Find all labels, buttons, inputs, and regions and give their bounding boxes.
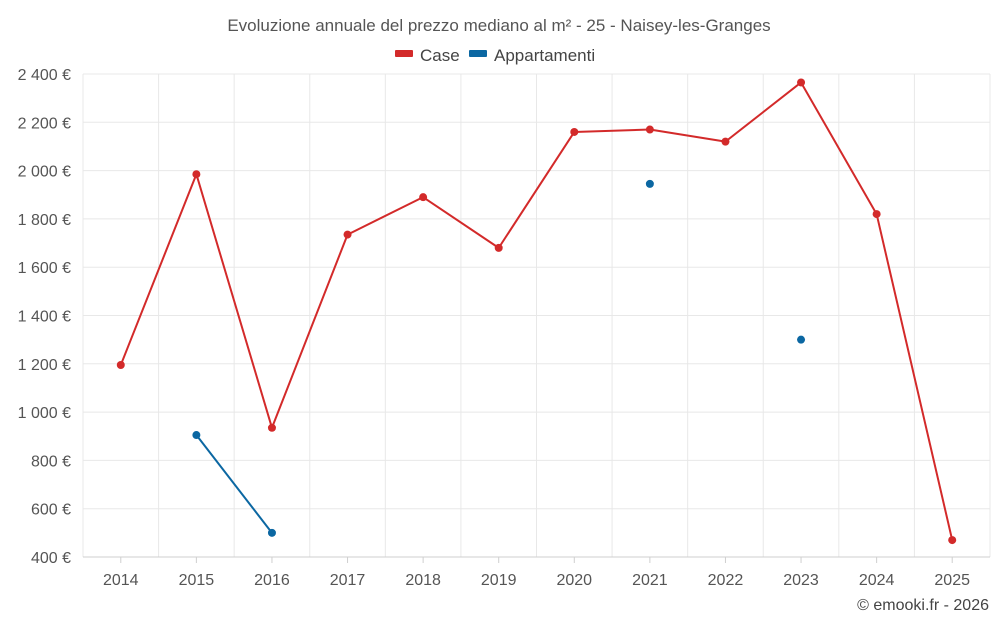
x-tick-label: 2019 — [481, 572, 517, 589]
x-tick-label: 2021 — [632, 572, 668, 589]
data-point-case-2015[interactable] — [192, 170, 201, 179]
data-point-case-2014[interactable] — [116, 361, 125, 370]
y-tick-label: 1 600 € — [18, 260, 71, 277]
plot-area — [116, 78, 957, 545]
x-tick-label: 2022 — [708, 572, 744, 589]
x-tick-label: 2014 — [103, 572, 139, 589]
data-point-appartamenti-2016[interactable] — [267, 528, 276, 537]
data-point-case-2019[interactable] — [494, 243, 503, 252]
x-tick-label: 2024 — [859, 572, 895, 589]
legend-swatch-appartamenti — [469, 50, 487, 57]
y-tick-label: 1 000 € — [18, 405, 71, 422]
data-point-case-2020[interactable] — [570, 127, 579, 136]
data-point-case-2023[interactable] — [797, 78, 806, 87]
x-tick-label: 2018 — [405, 572, 441, 589]
x-tick-label: 2023 — [783, 572, 819, 589]
y-tick-label: 1 400 € — [18, 309, 71, 326]
x-tick-label: 2025 — [934, 572, 970, 589]
series-line-appartamenti — [195, 434, 273, 534]
data-point-appartamenti-2015[interactable] — [192, 431, 201, 440]
y-tick-label: 2 000 € — [18, 164, 71, 181]
x-tick-label: 2017 — [330, 572, 366, 589]
data-point-case-2018[interactable] — [419, 193, 428, 202]
legend-label-appartamenti: Appartamenti — [494, 46, 595, 65]
y-tick-label: 1 200 € — [18, 357, 71, 374]
data-point-case-2025[interactable] — [948, 536, 957, 545]
legend: Case Appartamenti — [395, 46, 595, 65]
data-point-case-2017[interactable] — [343, 230, 352, 239]
axes: 400 € 600 € 800 € 1 000 € 1 200 € 1 400 € 1 60… — [18, 67, 990, 589]
y-tick-label: 400 € — [31, 550, 71, 567]
data-point-appartamenti-2023[interactable] — [797, 335, 806, 344]
y-tick-label: 2 200 € — [18, 115, 71, 132]
data-point-case-2021[interactable] — [645, 125, 654, 134]
chart-title: Evoluzione annuale del prezzo mediano al… — [227, 16, 770, 35]
data-point-appartamenti-2021[interactable] — [645, 179, 654, 188]
y-tick-label: 600 € — [31, 502, 71, 519]
x-tick-label: 2020 — [556, 572, 592, 589]
credit: © emooki.fr - 2026 — [857, 597, 989, 614]
legend-swatch-case — [395, 50, 413, 57]
legend-item-case[interactable]: Case — [395, 46, 460, 65]
x-tick-label: 2016 — [254, 572, 290, 589]
y-tick-label: 1 800 € — [18, 212, 71, 229]
x-tick-label: 2015 — [179, 572, 215, 589]
y-tick-label: 800 € — [31, 453, 71, 470]
data-point-case-2022[interactable] — [721, 137, 730, 146]
data-point-case-2016[interactable] — [267, 423, 276, 432]
data-point-case-2024[interactable] — [872, 210, 881, 219]
y-tick-label: 2 400 € — [18, 67, 71, 84]
legend-label-case: Case — [420, 46, 460, 65]
legend-item-appartamenti[interactable]: Appartamenti — [469, 46, 595, 65]
series-line-case — [119, 81, 954, 541]
grid — [82, 73, 991, 557]
